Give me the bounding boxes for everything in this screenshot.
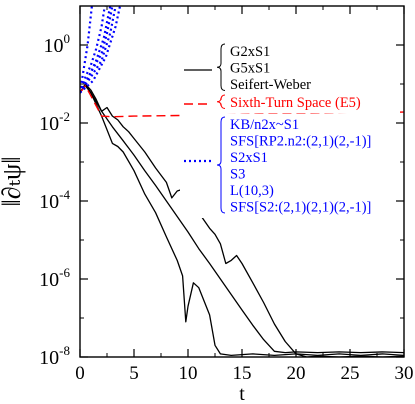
x-axis-label: t	[239, 383, 245, 404]
series-line-3	[80, 85, 404, 357]
y-tick-label-base: 10	[39, 113, 59, 135]
legend-entry: KB/n2x~S1	[230, 117, 299, 133]
y-tick-label-base: 10	[39, 191, 59, 213]
legend-entry: SFS[S2:(2,1)(2,1)(2,-1)]	[230, 200, 371, 216]
y-tick-label: 10-8	[39, 343, 70, 369]
legend-entry: SFS[RP2.n2:(2,1)(2,-1)]	[230, 134, 371, 150]
series-line-7	[80, 6, 117, 94]
y-tick-label-exponent: -6	[59, 265, 70, 280]
x-tick-label: 0	[75, 363, 85, 384]
y-tick-label-exponent: -2	[59, 109, 70, 124]
series-line-10	[80, 6, 93, 93]
legend-entry: G5xS1	[230, 61, 270, 77]
legend-brace	[216, 116, 226, 214]
x-tick-label: 15	[233, 363, 252, 384]
y-tick-label-exponent: -4	[59, 187, 70, 202]
series-line-9	[80, 6, 122, 94]
y-tick-label-exponent: -8	[59, 343, 70, 358]
y-tick-label: 10-4	[39, 187, 70, 213]
y-tick-label-base: 10	[39, 347, 59, 369]
legend-entry: S3	[230, 167, 245, 183]
legend-entry: S2xS1	[230, 150, 268, 166]
legend-entry: Seifert-Weber	[230, 77, 311, 93]
legend-entry: Sixth-Turn Space (E5)	[230, 95, 361, 111]
legend-group-background	[180, 114, 400, 218]
legend-group-background	[180, 92, 400, 114]
y-tick-label: 10-6	[39, 265, 70, 291]
x-tick-label: 5	[129, 363, 139, 384]
legend-group-background	[180, 41, 400, 96]
y-tick-label: 100	[44, 31, 71, 57]
x-tick-label: 20	[287, 363, 306, 384]
y-tick-label: 10-2	[39, 109, 70, 135]
y-axis-label: ‖∂ₜψ‖	[0, 156, 26, 206]
legend-entry: G2xS1	[230, 44, 270, 60]
legend-brace	[216, 94, 226, 109]
x-tick-label: 10	[179, 363, 198, 384]
y-tick-label-base: 10	[39, 269, 59, 291]
y-tick-label-exponent: 0	[64, 31, 71, 46]
legend-brace	[216, 43, 226, 91]
x-tick-label: 30	[395, 363, 414, 384]
y-tick-label-base: 10	[44, 35, 64, 57]
series-line-8	[80, 6, 114, 94]
x-tick-label: 25	[341, 363, 360, 384]
legend-entry: L(10,3)	[230, 183, 274, 199]
series-line-1	[80, 83, 404, 354]
